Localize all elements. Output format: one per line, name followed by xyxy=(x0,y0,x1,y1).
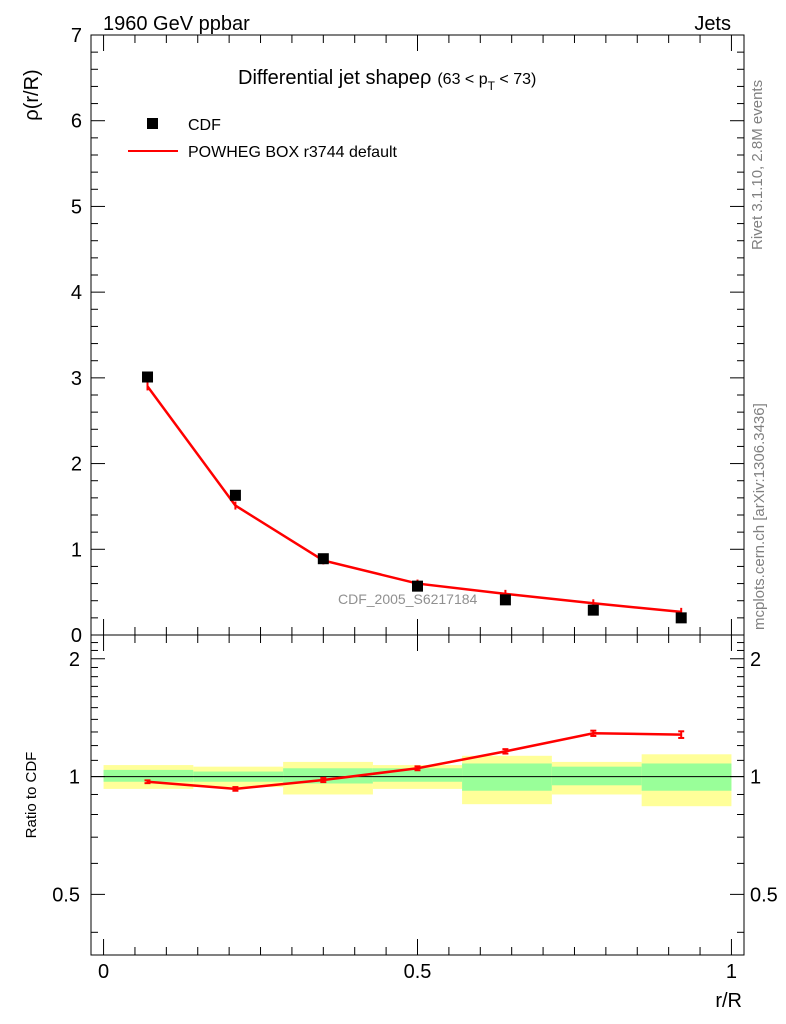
legend: CDF POWHEG BOX r3744 default xyxy=(128,117,398,161)
main-axis-ticks xyxy=(91,34,744,636)
main-y-tick-label: 6 xyxy=(71,111,82,133)
rivet-version-label: Rivet 3.1.10, 2.8M events xyxy=(749,80,766,250)
ratio-y-tick-label: 1 xyxy=(69,767,80,789)
ratio-axis-ticks xyxy=(91,635,744,955)
ratio-y-tick-label-right: 1 xyxy=(750,767,761,789)
main-chart-title: Differential jet shapeρ (63 < pT < 73) xyxy=(238,67,536,93)
ratio-y-tick-label-right: 0.5 xyxy=(750,884,778,906)
main-y-axis-label: ρ(r/R) xyxy=(21,69,43,120)
cdf-data-point xyxy=(675,612,687,624)
main-panel: 0 1 2 3 4 5 6 7 ρ(r/R) Differential jet shapeρ (… xyxy=(21,25,745,647)
ratio-x-axis-label: r/R xyxy=(715,990,742,1012)
title-sub-close: < 73) xyxy=(495,71,536,88)
legend-cdf-label: CDF xyxy=(188,117,221,134)
ratio-tick-labels: 0.5 0.5 1 1 2 2 0 0.5 1 xyxy=(52,649,778,983)
cdf-data-point xyxy=(142,371,154,383)
ratio-x-tick-label: 1 xyxy=(726,961,737,983)
cdf-data-point xyxy=(229,489,241,501)
title-sub-open: (63 < p xyxy=(437,71,487,88)
ratio-y-tick-label: 0.5 xyxy=(52,884,80,906)
ratio-band-green xyxy=(641,763,732,791)
cdf-data-point xyxy=(587,604,599,616)
header-process-label: Jets xyxy=(694,13,731,35)
cdf-data-point xyxy=(412,580,423,592)
main-y-tick-label: 0 xyxy=(71,625,82,647)
cdf-data-point xyxy=(317,553,329,565)
title-sub-index: T xyxy=(488,79,496,93)
cdf-data-point xyxy=(499,594,511,606)
ratio-panel: 0.5 0.5 1 1 2 2 0 0.5 1 Ratio to CDF r/R xyxy=(23,634,778,1012)
main-data-marks xyxy=(142,371,687,624)
powheg-curve xyxy=(146,385,682,614)
legend-cdf-marker xyxy=(147,118,158,129)
ratio-data-marks xyxy=(144,729,685,792)
main-y-tick-label: 5 xyxy=(71,196,82,218)
main-y-tick-label: 2 xyxy=(71,454,82,476)
main-y-tick-label: 3 xyxy=(71,368,82,390)
ratio-band-green xyxy=(283,768,373,784)
main-y-tick-label: 7 xyxy=(71,25,82,47)
analysis-watermark: CDF_2005_S6217184 xyxy=(338,591,478,607)
header-energy-label: 1960 GeV ppbar xyxy=(103,13,250,35)
ratio-x-tick-label: 0 xyxy=(98,961,109,983)
ratio-band-green xyxy=(551,766,642,786)
ratio-y-tick-label: 2 xyxy=(69,649,80,671)
ratio-band-green xyxy=(103,769,194,782)
title-main-text: Differential jet shapeρ xyxy=(238,67,431,89)
ratio-y-tick-label-right: 2 xyxy=(750,649,761,671)
mcplots-credit-label: mcplots.cern.ch [arXiv:1306.3436] xyxy=(751,403,768,630)
main-y-tick-label: 4 xyxy=(71,282,82,304)
ratio-y-axis-label: Ratio to CDF xyxy=(23,752,40,839)
ratio-band-green xyxy=(462,763,552,791)
ratio-x-tick-label: 0.5 xyxy=(404,961,432,983)
main-y-tick-labels: 0 1 2 3 4 5 6 7 xyxy=(71,25,82,647)
legend-powheg-label: POWHEG BOX r3744 default xyxy=(188,144,398,161)
ratio-uncertainty-bands xyxy=(103,754,732,807)
main-y-tick-label: 1 xyxy=(71,539,82,561)
